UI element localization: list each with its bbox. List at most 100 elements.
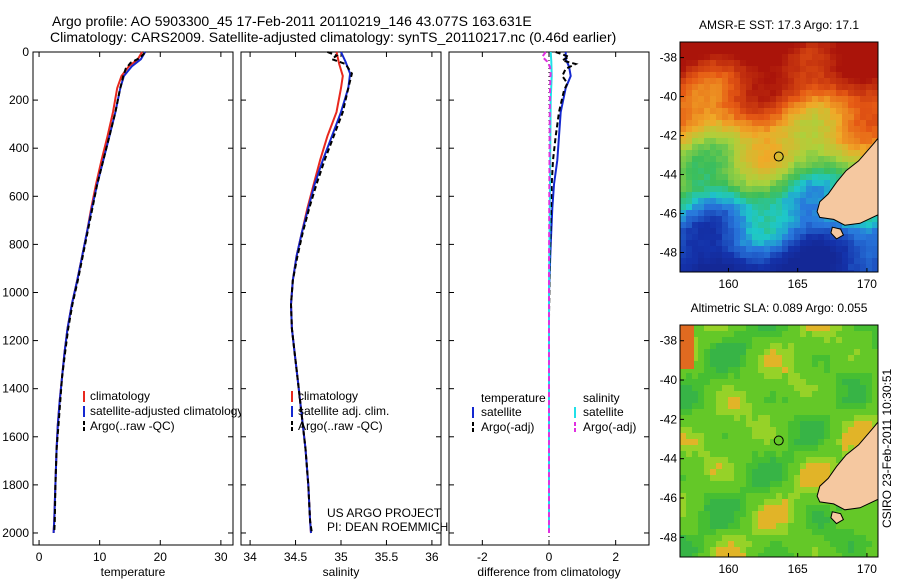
field-cell — [788, 84, 795, 91]
y-tick-label: 1200 — [2, 334, 29, 348]
field-cell — [716, 180, 723, 187]
field-cell — [782, 409, 789, 416]
field-cell — [764, 349, 771, 356]
field-cell — [818, 349, 825, 356]
field-cell — [764, 216, 771, 223]
field-cell — [728, 102, 735, 109]
field-cell — [812, 493, 819, 500]
field-cell — [836, 132, 843, 139]
field-cell — [680, 126, 687, 133]
y-tick-label: 800 — [9, 237, 29, 251]
field-cell — [818, 469, 825, 476]
field-cell — [872, 108, 878, 115]
field-cell — [752, 84, 759, 91]
field-cell — [746, 120, 753, 127]
field-cell — [866, 54, 873, 61]
field-cell — [818, 433, 825, 440]
field-cell — [848, 114, 855, 121]
field-cell — [818, 439, 825, 446]
field-cell — [692, 102, 699, 109]
field-cell — [806, 367, 813, 374]
field-cell — [770, 523, 777, 530]
field-cell — [854, 517, 861, 524]
field-cell — [806, 252, 813, 259]
field-cell — [800, 505, 807, 512]
field-cell — [764, 252, 771, 259]
field-cell — [800, 523, 807, 530]
field-cell — [722, 469, 729, 476]
field-cell — [782, 222, 789, 229]
field-cell — [704, 90, 711, 97]
field-cell — [740, 72, 747, 79]
field-cell — [818, 180, 825, 187]
field-cell — [776, 343, 783, 350]
field-cell — [722, 126, 729, 133]
field-cell — [848, 84, 855, 91]
field-cell — [812, 409, 819, 416]
field-cell — [740, 451, 747, 458]
field-cell — [740, 481, 747, 488]
field-cell — [734, 409, 741, 416]
field-cell — [800, 90, 807, 97]
x-tick-label: -2 — [477, 550, 488, 564]
field-cell — [794, 234, 801, 241]
field-cell — [860, 234, 867, 241]
field-cell — [764, 126, 771, 133]
field-cell — [680, 403, 687, 410]
field-cell — [692, 439, 699, 446]
field-cell — [722, 511, 729, 518]
field-cell — [686, 373, 693, 380]
field-cell — [800, 535, 807, 542]
field-cell — [788, 156, 795, 163]
field-cell — [812, 72, 819, 79]
field-cell — [722, 445, 729, 452]
field-cell — [764, 270, 771, 272]
field-cell — [722, 102, 729, 109]
field-cell — [716, 78, 723, 85]
field-cell — [686, 228, 693, 235]
field-cell — [860, 349, 867, 356]
field-cell — [758, 427, 765, 434]
field-cell — [806, 373, 813, 380]
field-cell — [704, 210, 711, 217]
field-cell — [782, 78, 789, 85]
field-cell — [734, 162, 741, 169]
field-cell — [728, 343, 735, 350]
project-annotation: PI: DEAN ROEMMICH — [327, 520, 448, 534]
field-cell — [794, 511, 801, 518]
field-cell — [824, 373, 831, 380]
field-cell — [854, 60, 861, 67]
field-cell — [848, 361, 855, 368]
field-cell — [716, 96, 723, 103]
field-cell — [734, 138, 741, 145]
field-cell — [812, 216, 819, 223]
field-cell — [800, 409, 807, 416]
field-cell — [698, 475, 705, 482]
field-cell — [716, 343, 723, 350]
field-cell — [824, 415, 831, 422]
field-cell — [770, 264, 777, 271]
field-cell — [794, 391, 801, 398]
field-cell — [734, 427, 741, 434]
field-cell — [686, 198, 693, 205]
field-cell — [698, 210, 705, 217]
field-cell — [752, 469, 759, 476]
field-cell — [866, 42, 873, 49]
field-cell — [824, 385, 831, 392]
field-cell — [830, 523, 837, 530]
field-cell — [812, 198, 819, 205]
field-cell — [776, 469, 783, 476]
field-cell — [692, 210, 699, 217]
field-cell — [758, 84, 765, 91]
field-cell — [794, 349, 801, 356]
field-cell — [824, 240, 831, 247]
field-cell — [728, 553, 735, 557]
field-cell — [782, 325, 789, 332]
field-cell — [758, 445, 765, 452]
field-cell — [692, 481, 699, 488]
field-cell — [866, 523, 873, 530]
field-cell — [734, 114, 741, 121]
field-cell — [704, 397, 711, 404]
field-cell — [872, 114, 878, 121]
field-cell — [854, 258, 861, 265]
